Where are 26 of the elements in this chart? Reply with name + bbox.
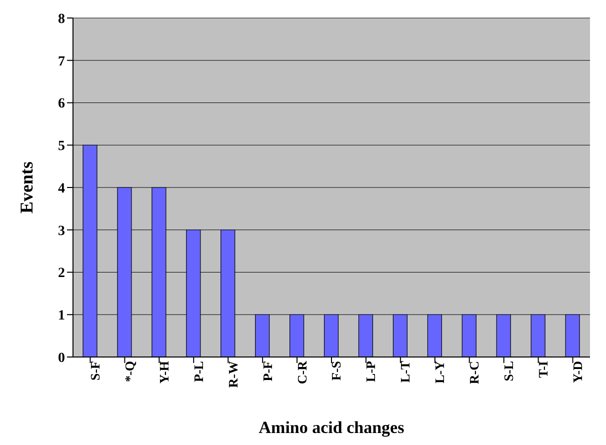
x-tick-label: C-R <box>294 360 310 384</box>
y-tick-label: 5 <box>58 139 65 154</box>
x-tick-label: R-W <box>225 361 240 388</box>
x-tick-label: P-F <box>260 360 275 382</box>
y-tick-label: 6 <box>58 96 65 112</box>
x-tick-label: L-T <box>398 360 413 383</box>
x-tick-label: T-I <box>536 361 551 378</box>
y-tick-label: 0 <box>58 350 65 366</box>
x-tick-label: Y-H <box>156 361 172 384</box>
y-tick-label: 4 <box>58 181 65 196</box>
x-tick-label: P-L <box>190 360 206 382</box>
y-axis-title: Events <box>16 161 36 214</box>
x-tick-label: S-F <box>87 360 102 380</box>
y-tick-label: 3 <box>58 224 65 239</box>
y-tick-label: 8 <box>58 12 65 27</box>
x-axis-title: Amino acid changes <box>258 418 405 437</box>
y-tick-label: 1 <box>58 308 65 324</box>
x-tick-label: *-Q <box>122 361 137 382</box>
y-tick-label: 7 <box>58 54 65 70</box>
x-tick-label: R-C <box>466 361 482 384</box>
x-tick-label: L-P <box>363 360 378 382</box>
y-tick-label: 2 <box>58 266 65 282</box>
x-tick-label: Y-D <box>570 361 585 383</box>
x-tick-label: S-L <box>501 360 516 382</box>
x-tick-label: L-Y <box>432 360 448 384</box>
x-tick-label: F-S <box>328 361 344 380</box>
